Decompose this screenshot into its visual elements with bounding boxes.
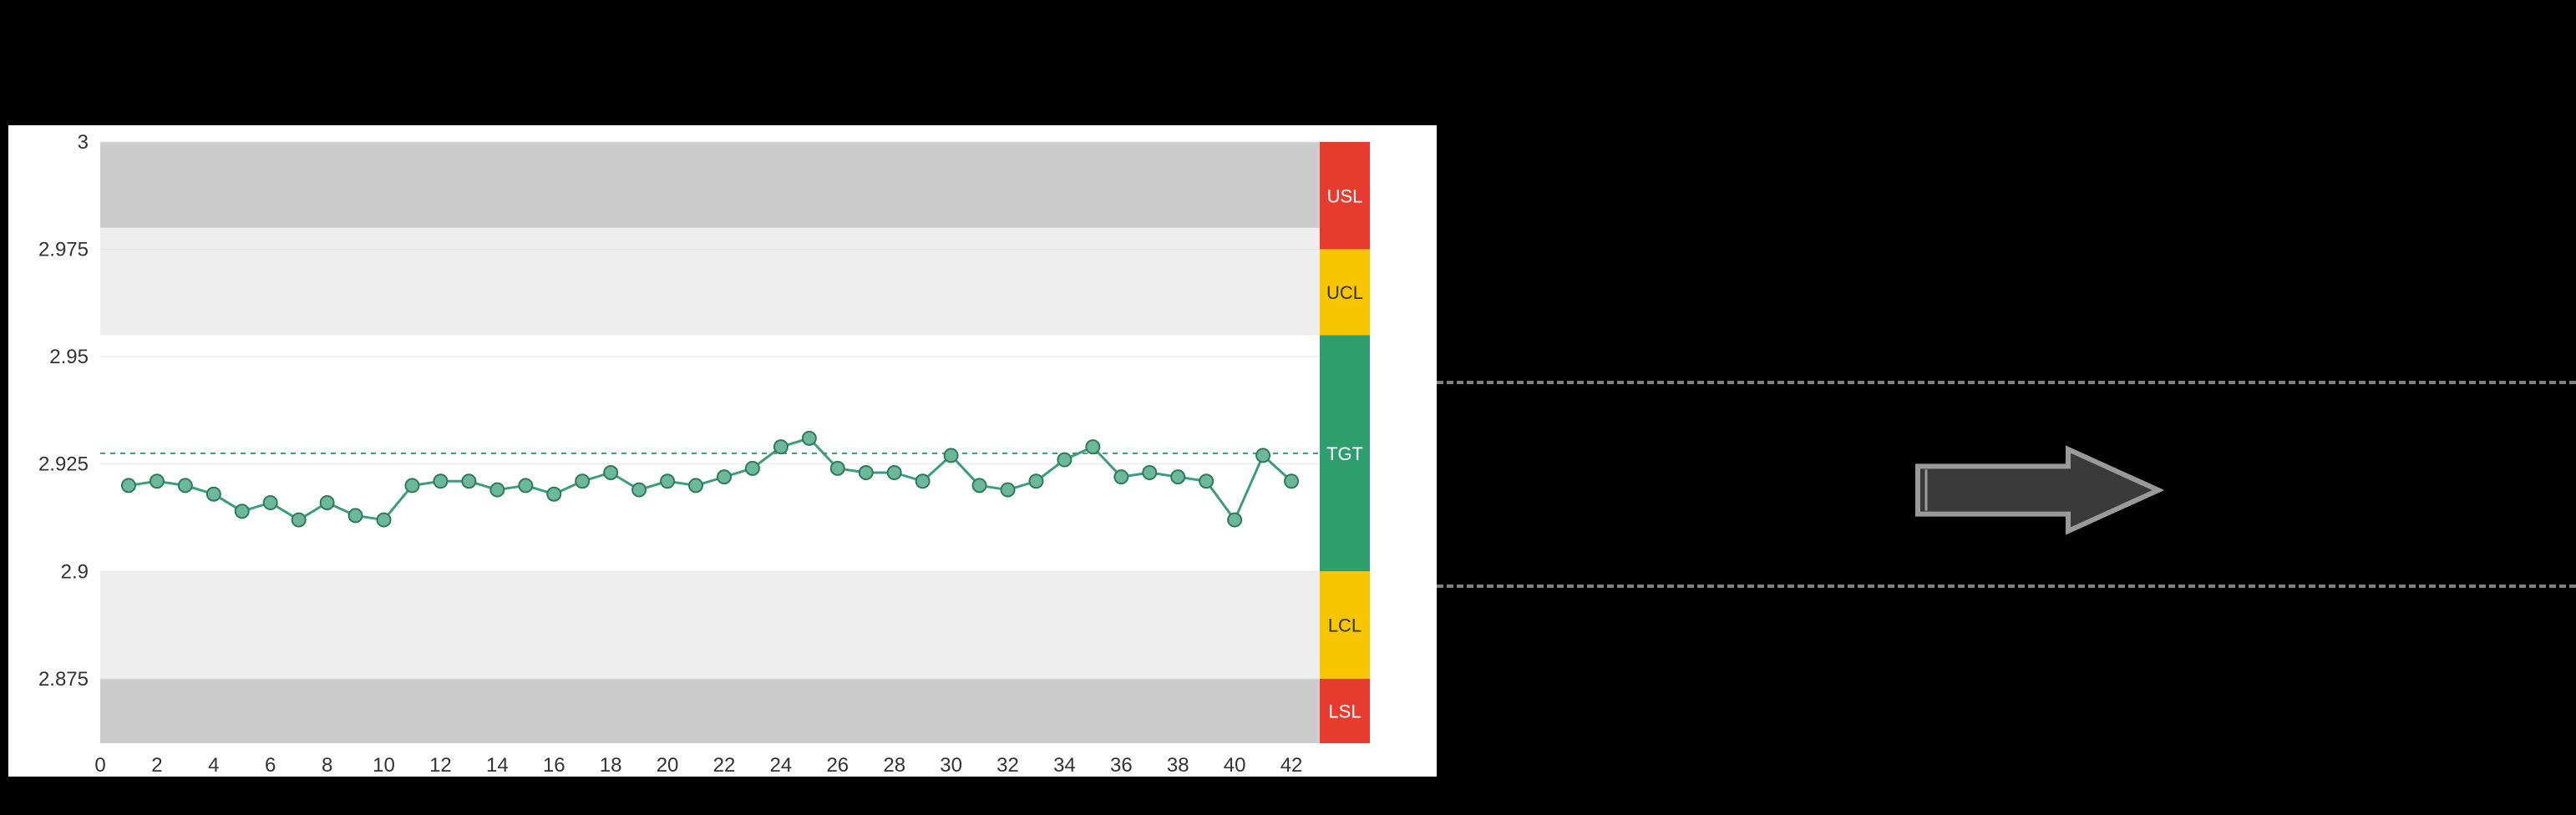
svg-text:LSL: LSL	[1328, 701, 1361, 721]
svg-text:0: 0	[94, 754, 105, 777]
svg-text:2: 2	[151, 754, 162, 777]
svg-text:2.95: 2.95	[49, 346, 89, 368]
svg-text:2.9: 2.9	[61, 560, 89, 583]
lower-dashed-continuation	[1437, 585, 2576, 588]
svg-text:12: 12	[429, 754, 452, 777]
svg-text:LCL: LCL	[1328, 615, 1362, 636]
svg-text:32: 32	[996, 754, 1019, 777]
svg-text:10: 10	[373, 754, 395, 777]
svg-text:4: 4	[208, 754, 219, 777]
svg-text:UCL: UCL	[1326, 282, 1363, 303]
svg-text:14: 14	[486, 754, 509, 777]
svg-text:42: 42	[1280, 754, 1303, 777]
svg-text:22: 22	[713, 754, 736, 777]
svg-text:2.975: 2.975	[38, 239, 89, 261]
arrow-right-icon	[1913, 444, 2163, 536]
svg-text:16: 16	[543, 754, 565, 777]
svg-text:24: 24	[770, 754, 793, 777]
svg-text:6: 6	[265, 754, 276, 777]
upper-dashed-continuation	[1437, 381, 2576, 384]
arrow-right-svg	[1913, 444, 2163, 536]
svg-text:26: 26	[826, 754, 849, 777]
control-chart: 32.9752.952.9252.92.87502468101214161820…	[8, 125, 1437, 777]
svg-text:30: 30	[940, 754, 962, 777]
svg-text:18: 18	[600, 754, 622, 777]
svg-text:36: 36	[1110, 754, 1133, 777]
svg-text:20: 20	[657, 754, 679, 777]
svg-text:28: 28	[883, 754, 905, 777]
svg-text:38: 38	[1167, 754, 1189, 777]
svg-text:3: 3	[78, 131, 89, 154]
control-chart-svg: 32.9752.952.9252.92.87502468101214161820…	[8, 125, 1437, 777]
svg-text:2.925: 2.925	[38, 453, 89, 476]
svg-text:34: 34	[1053, 754, 1076, 777]
svg-text:2.875: 2.875	[38, 668, 89, 691]
svg-text:40: 40	[1224, 754, 1246, 777]
svg-text:USL: USL	[1327, 185, 1363, 206]
svg-text:8: 8	[322, 754, 332, 777]
svg-text:TGT: TGT	[1326, 443, 1363, 464]
